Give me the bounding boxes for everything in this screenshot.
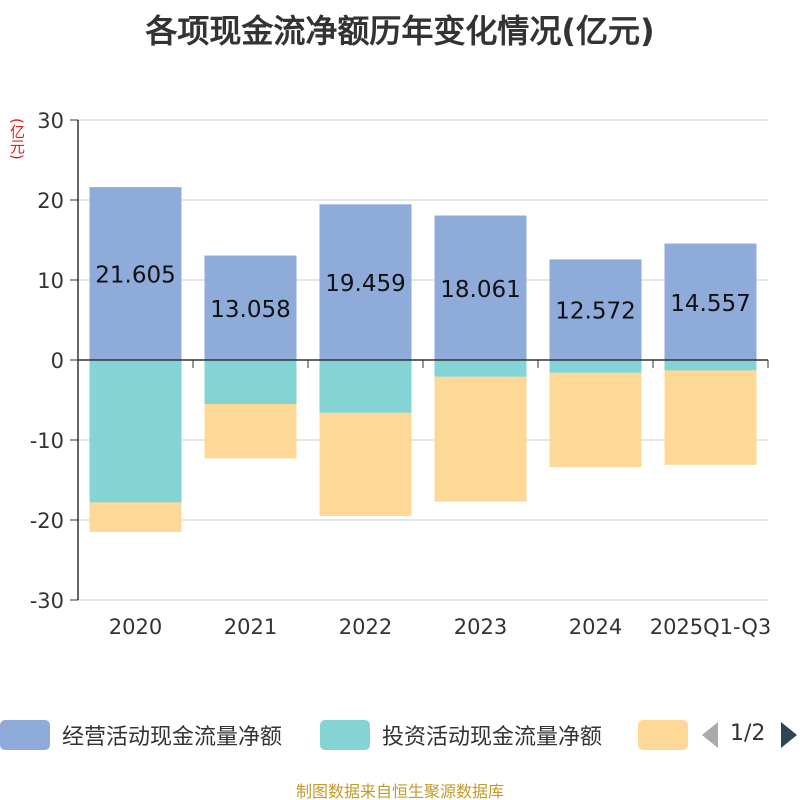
x-tick-label: 2025Q1-Q3: [650, 615, 772, 639]
legend-prev-arrow-icon[interactable]: [702, 722, 718, 748]
legend-item-investing[interactable]: 投资活动现金流量净额: [320, 718, 602, 752]
legend-label-investing: 投资活动现金流量净额: [382, 725, 603, 750]
legend-item-financing[interactable]: [638, 718, 688, 752]
bar-value-label: 21.605: [95, 263, 175, 289]
x-tick-label: 2023: [454, 615, 507, 639]
bar-2023-series-0: [434, 215, 527, 360]
x-tick-label: 2022: [339, 615, 392, 639]
bar-2023-series-1: [434, 360, 527, 377]
y-tick-label: 0: [51, 349, 64, 373]
legend-label-operating: 经营活动现金流量净额: [62, 725, 283, 750]
bar-2020-series-2: [89, 502, 182, 532]
y-tick-label: -30: [30, 589, 64, 613]
y-tick-label: 30: [37, 109, 64, 133]
legend-swatch-financing: [638, 720, 688, 750]
bar-value-label: 14.557: [670, 291, 750, 317]
legend-page-indicator: 1/2: [730, 721, 766, 746]
x-tick-label: 2021: [224, 615, 277, 639]
bar-2020-series-0: [89, 187, 182, 360]
bar-2021-series-0: [204, 255, 297, 360]
bar-2022-series-1: [319, 360, 412, 413]
bar-2025Q1-Q3-series-0: [664, 243, 757, 360]
bar-2022-series-2: [319, 412, 412, 516]
data-source-note: 制图数据来自恒生聚源数据库: [295, 782, 504, 800]
bar-value-label: 19.459: [325, 271, 405, 297]
y-axis-unit-label: (亿元): [8, 118, 26, 160]
x-tick-label: 2020: [109, 615, 162, 639]
plot-area: 30 20 10 0 -10 -20 -30 21.605 2020 13.058 2021 19.4…: [30, 109, 772, 639]
legend-swatch-operating: [0, 720, 50, 750]
y-tick-label: 20: [37, 189, 64, 213]
x-tick-label: 2024: [569, 615, 622, 639]
bar-2021-series-2: [204, 404, 297, 459]
legend-swatch-investing: [320, 720, 370, 750]
bar-value-label: 13.058: [210, 297, 290, 323]
legend-next-arrow-icon[interactable]: [781, 722, 797, 748]
bar-2021-series-1: [204, 360, 297, 404]
bar-value-label: 12.572: [555, 299, 635, 325]
legend-pager: 1/2: [700, 718, 800, 752]
y-tick-label: -10: [30, 429, 64, 453]
bar-2025Q1-Q3-series-1: [664, 360, 757, 371]
bar-2024-series-1: [549, 360, 642, 373]
y-tick-label: 10: [37, 269, 64, 293]
bar-2024-series-0: [549, 259, 642, 360]
chart-title: 各项现金流净额历年变化情况(亿元): [145, 12, 655, 50]
y-tick-label: -20: [30, 509, 64, 533]
bar-2023-series-2: [434, 376, 527, 502]
legend-item-operating[interactable]: 经营活动现金流量净额: [0, 718, 282, 752]
bar-2025Q1-Q3-series-2: [664, 370, 757, 465]
bar-2024-series-2: [549, 372, 642, 468]
bar-2022-series-0: [319, 204, 412, 360]
bar-value-label: 18.061: [440, 277, 520, 303]
bar-2020-series-1: [89, 360, 182, 503]
